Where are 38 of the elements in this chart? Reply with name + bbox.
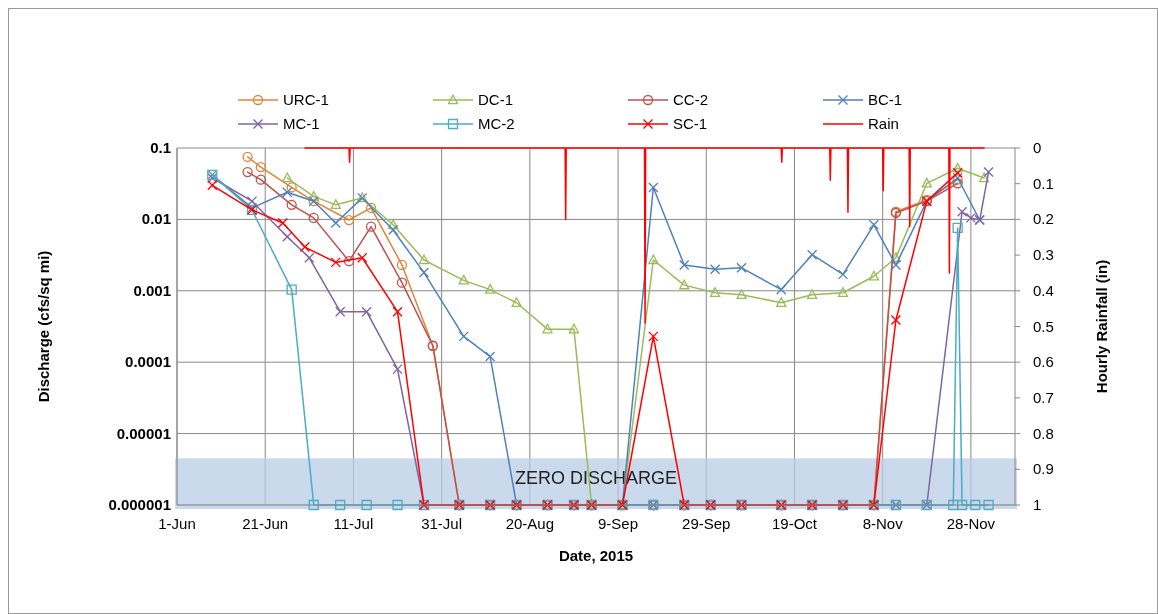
x-tick-label: 11-Jul	[333, 515, 374, 532]
y2-axis-title: Hourly Rainfall (in)	[1093, 259, 1110, 394]
x-tick-label: 31-Jul	[421, 515, 463, 532]
y2-tick-label: 0.9	[1033, 460, 1054, 478]
y2-tick-label: 0.5	[1033, 317, 1054, 335]
legend-label: MC-1	[283, 115, 320, 132]
y2-tick-label: 0.1	[1033, 174, 1054, 192]
y-tick-label: 0.001	[133, 281, 171, 299]
legend-label: Rain	[868, 115, 899, 132]
x-tick-label: 1-Jun	[158, 515, 196, 532]
x-axis-title: Date, 2015	[558, 547, 634, 564]
legend-label: DC-1	[478, 91, 514, 108]
y-axis-title: Discharge (cfs/sq mi)	[35, 250, 52, 403]
x-tick-label: 29-Sep	[682, 515, 731, 532]
x-tick-label: 28-Nov	[946, 515, 996, 532]
y2-tick-label: 1	[1033, 496, 1042, 513]
y2-tick-label: 0.3	[1033, 246, 1054, 264]
x-tick-label: 9-Sep	[598, 515, 639, 532]
x-tick-label: 21-Jun	[242, 515, 289, 532]
y2-tick-label: 0.6	[1033, 353, 1054, 371]
x-tick-label: 8-Nov	[862, 515, 904, 532]
legend-label: MC-2	[478, 115, 515, 132]
legend-label: BC-1	[868, 91, 903, 108]
y-tick-label: 0.01	[141, 210, 171, 228]
y2-tick-label: 0	[1033, 139, 1042, 156]
y-tick-label: 0.1	[150, 139, 171, 156]
x-tick-label: 20-Aug	[505, 515, 555, 532]
legend-label: SC-1	[673, 115, 708, 132]
x-tick-label: 19-Oct	[771, 515, 818, 532]
y2-tick-label: 0.8	[1033, 424, 1054, 442]
legend-label: URC-1	[283, 91, 329, 108]
y-tick-label: 0.00001	[116, 424, 171, 442]
y2-tick-label: 0.4	[1033, 281, 1054, 299]
y2-tick-label: 0.7	[1033, 388, 1054, 406]
legend-label: CC-2	[673, 91, 709, 108]
y2-tick-label: 0.2	[1033, 210, 1054, 228]
y-tick-label: 0.000001	[108, 496, 171, 513]
y-tick-label: 0.0001	[125, 353, 171, 371]
